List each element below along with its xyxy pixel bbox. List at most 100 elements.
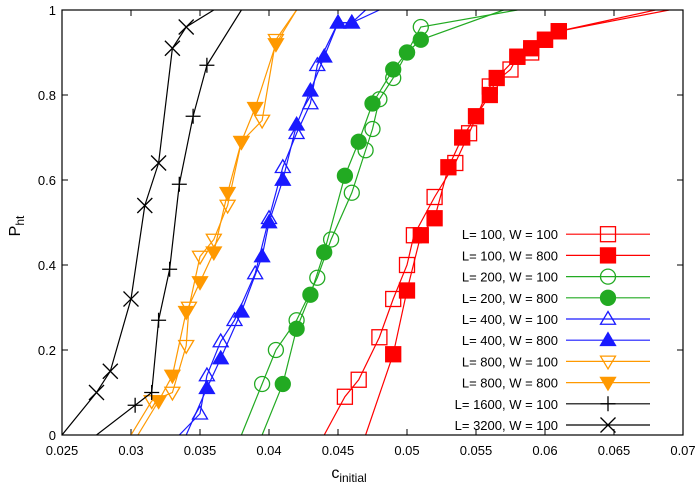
marker: [246, 101, 264, 117]
marker: [177, 305, 195, 321]
legend-label: L= 100, W = 100: [462, 227, 558, 242]
marker: [212, 332, 230, 348]
marker: [488, 69, 505, 87]
marker: [88, 384, 105, 401]
y-tick-label: 0.2: [38, 343, 56, 358]
marker: [144, 385, 160, 400]
x-tick-label: 0.06: [532, 443, 557, 458]
marker: [301, 94, 320, 110]
x-tick-label: 0.065: [598, 443, 631, 458]
marker: [426, 210, 443, 227]
marker: [163, 369, 182, 385]
marker: [385, 346, 402, 363]
marker: [253, 247, 271, 263]
marker: [274, 171, 292, 186]
marker: [322, 231, 340, 248]
legend-label: L= 200, W = 800: [462, 291, 558, 306]
legend-marker: [599, 247, 617, 264]
marker: [178, 19, 195, 35]
marker: [267, 38, 285, 53]
marker: [336, 167, 354, 184]
y-axis-label: Pht: [7, 215, 27, 236]
marker: [315, 47, 333, 63]
marker: [185, 108, 201, 124]
marker: [274, 375, 291, 393]
marker: [440, 159, 457, 176]
marker: [467, 108, 485, 125]
marker: [212, 349, 230, 365]
marker: [123, 291, 139, 307]
x-label-sub: initial: [339, 471, 366, 485]
y-tick-label: 0: [49, 428, 56, 443]
marker: [232, 135, 251, 151]
marker: [205, 246, 223, 262]
legend-marker: [599, 331, 617, 347]
legend-marker: [600, 396, 616, 412]
y-label-sub: ht: [13, 215, 27, 226]
x-tick-label: 0.04: [256, 443, 281, 458]
marker: [191, 250, 209, 266]
marker: [198, 379, 216, 395]
x-tick-label: 0.035: [184, 443, 217, 458]
marker: [102, 363, 119, 380]
legend-marker: [599, 376, 617, 392]
marker: [350, 371, 367, 388]
series-line: [365, 10, 656, 435]
x-label-main: c: [331, 465, 339, 482]
marker: [350, 133, 367, 150]
legend-label: L= 3200, W = 100: [455, 418, 558, 433]
marker: [287, 115, 306, 131]
y-tick-label: 1: [49, 3, 56, 18]
legend-label: L= 400, W = 800: [462, 333, 558, 348]
marker: [523, 40, 540, 57]
series-line: [240, 10, 518, 435]
marker: [253, 114, 271, 130]
marker: [412, 227, 429, 244]
marker: [260, 213, 278, 229]
series-line: [62, 10, 215, 435]
legend-label: L= 800, W = 100: [462, 354, 558, 369]
legend-marker: [599, 289, 617, 306]
marker: [205, 233, 223, 249]
x-tick-label: 0.05: [394, 443, 419, 458]
marker: [246, 264, 264, 280]
marker: [171, 176, 187, 192]
marker: [550, 23, 567, 40]
x-tick-label: 0.045: [322, 443, 355, 458]
legend-label: L= 800, W = 800: [462, 376, 558, 391]
legend-marker: [599, 310, 617, 325]
x-tick-label: 0.07: [670, 443, 695, 458]
marker: [309, 269, 326, 286]
legend-marker: [599, 355, 617, 371]
series-line: [261, 10, 504, 435]
marker: [253, 375, 271, 393]
marker: [302, 286, 319, 303]
marker: [343, 184, 360, 201]
marker: [191, 276, 209, 291]
plot-frame: [61, 9, 684, 436]
marker: [336, 388, 354, 405]
marker: [385, 61, 402, 78]
marker: [426, 188, 443, 206]
marker: [163, 386, 182, 402]
marker: [371, 329, 388, 346]
marker: [454, 129, 471, 146]
x-tick-label: 0.055: [460, 443, 493, 458]
legend-marker: [600, 417, 616, 433]
legend-label: L= 100, W = 800: [462, 248, 558, 263]
marker: [398, 44, 416, 61]
x-axis-label: cinitial: [331, 465, 366, 485]
marker: [481, 86, 498, 104]
y-label-main: P: [7, 226, 24, 237]
marker: [287, 124, 306, 140]
marker: [398, 256, 416, 274]
marker: [164, 40, 181, 57]
marker: [150, 155, 167, 171]
marker: [412, 31, 429, 48]
marker: [364, 120, 381, 138]
marker: [177, 339, 195, 355]
marker: [149, 395, 168, 410]
marker: [364, 95, 381, 112]
marker: [199, 57, 215, 73]
